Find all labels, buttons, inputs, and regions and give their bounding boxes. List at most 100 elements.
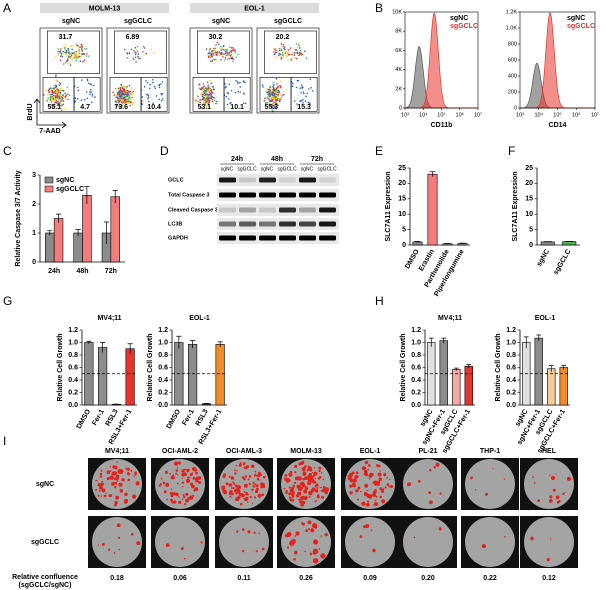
event-dot xyxy=(131,94,133,96)
event-dot xyxy=(278,91,281,93)
event-dot xyxy=(224,58,227,61)
colony xyxy=(255,484,259,487)
colony xyxy=(173,461,179,466)
colony xyxy=(373,480,378,485)
event-dot xyxy=(213,100,215,102)
event-dot xyxy=(265,101,267,104)
event-dot xyxy=(145,80,147,82)
event-dot xyxy=(209,86,211,88)
event-dot xyxy=(153,52,155,54)
event-dot xyxy=(91,95,94,97)
event-dot xyxy=(57,54,59,56)
colony xyxy=(308,473,313,477)
event-dot xyxy=(202,83,205,85)
colony xyxy=(293,550,298,555)
colony xyxy=(252,481,255,484)
event-dot xyxy=(230,51,232,54)
colony xyxy=(413,536,416,539)
colony xyxy=(111,482,115,486)
event-dot xyxy=(217,43,220,45)
event-dot xyxy=(205,90,207,93)
event-dot xyxy=(211,52,213,54)
event-dot xyxy=(282,54,284,56)
event-dot xyxy=(304,100,307,102)
colony xyxy=(119,470,123,474)
panel-letter: G xyxy=(3,294,12,308)
event-dot xyxy=(62,90,65,92)
event-dot xyxy=(129,98,131,101)
colony xyxy=(236,470,238,472)
event-dot xyxy=(221,53,223,56)
plot-label: sgGCLC xyxy=(274,18,302,25)
event-dot xyxy=(77,89,80,92)
timepoint-label: 24h xyxy=(231,156,243,163)
band xyxy=(259,235,276,241)
colony xyxy=(236,530,239,533)
gate-value: 20.2 xyxy=(276,34,290,41)
event-dot xyxy=(296,103,298,105)
event-dot xyxy=(210,53,213,56)
event-dot xyxy=(158,86,161,89)
colony xyxy=(374,502,378,506)
colony xyxy=(307,466,312,471)
colony xyxy=(298,485,301,488)
event-dot xyxy=(207,90,209,92)
colony xyxy=(303,489,308,494)
event-dot xyxy=(281,51,284,54)
colony xyxy=(231,487,233,489)
event-dot xyxy=(269,86,271,89)
y-tick-label: 0.8 xyxy=(411,352,421,359)
y-tick-label: 0.4 xyxy=(158,377,168,384)
event-dot xyxy=(65,49,68,52)
event-dot xyxy=(209,79,211,82)
colony xyxy=(262,485,266,488)
y-axis-label: Relative Cell Growth xyxy=(147,333,154,401)
event-dot xyxy=(287,52,289,55)
y-tick-label: 20 xyxy=(525,180,533,187)
colony xyxy=(243,477,246,481)
event-dot xyxy=(160,93,163,96)
colony xyxy=(321,495,325,499)
band xyxy=(319,235,336,241)
gate xyxy=(290,77,318,112)
event-dot xyxy=(226,103,229,106)
colony xyxy=(175,472,178,475)
colony xyxy=(172,492,176,496)
event-dot xyxy=(57,100,59,103)
colony xyxy=(135,481,140,486)
plot-label: sgGCLC xyxy=(124,18,152,25)
colony xyxy=(106,477,110,481)
colony xyxy=(304,550,307,553)
event-dot xyxy=(125,87,127,89)
event-dot xyxy=(200,99,202,101)
legend-label: sgGCLC xyxy=(56,186,84,193)
event-dot xyxy=(283,51,286,54)
event-dot xyxy=(277,51,279,53)
confluence-value: 0.12 xyxy=(542,575,556,582)
event-dot xyxy=(279,100,281,102)
event-dot xyxy=(219,52,222,55)
colony xyxy=(177,473,179,476)
panel-letter: A xyxy=(3,1,11,15)
well xyxy=(465,459,515,509)
event-dot xyxy=(205,48,208,50)
cell-line-label: OCI-AML-3 xyxy=(226,448,262,455)
colony xyxy=(254,483,257,486)
cell-line-label: MOLM-13 xyxy=(290,448,322,455)
band xyxy=(219,221,236,227)
event-dot xyxy=(226,49,228,51)
well xyxy=(465,517,515,567)
event-dot xyxy=(280,49,283,51)
event-dot xyxy=(229,55,232,57)
colony xyxy=(289,498,293,502)
event-dot xyxy=(212,54,214,56)
error-bar xyxy=(565,240,574,242)
plot-frame xyxy=(256,27,320,114)
colony xyxy=(191,472,194,474)
colony xyxy=(228,475,231,478)
colony xyxy=(173,500,177,504)
event-dot xyxy=(234,91,237,94)
chart-title: MV4;11 xyxy=(97,315,121,322)
colony xyxy=(240,493,245,498)
event-dot xyxy=(209,48,211,50)
